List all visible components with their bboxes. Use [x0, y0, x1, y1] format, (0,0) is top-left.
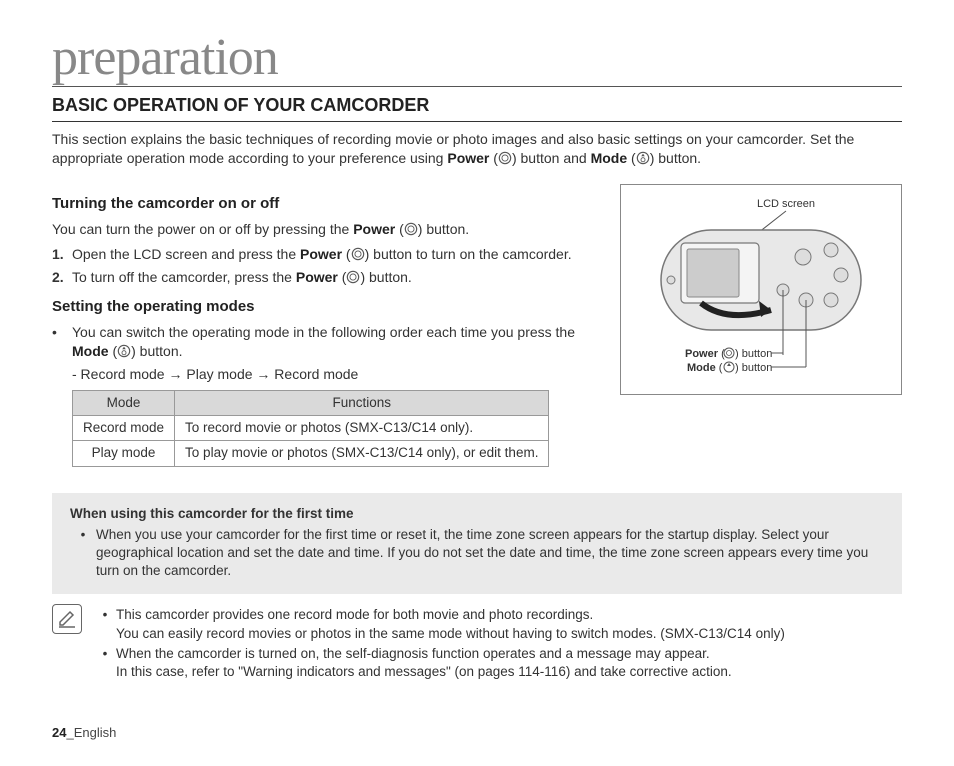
sub1-lead-post: button. — [422, 221, 469, 237]
step-2: 2. To turn off the camcorder, press the … — [52, 268, 600, 287]
left-column: Turning the camcorder on or off You can … — [52, 184, 600, 481]
camcorder-illustration: LCD screen — [631, 195, 891, 375]
power-icon — [351, 247, 365, 261]
subheading-turning-on-off: Turning the camcorder on or off — [52, 194, 600, 214]
bullet1-post: button. — [136, 343, 183, 359]
step-text: Open the LCD screen and press the Power … — [72, 245, 600, 264]
table-row: Record mode To record movie or photos (S… — [73, 416, 549, 441]
bullet1-mode: Mode — [72, 343, 109, 359]
intro-text-3: button. — [654, 150, 701, 166]
svg-text:) button: ) button — [735, 348, 772, 360]
lcd-label: LCD screen — [757, 198, 815, 210]
td-mode: Play mode — [73, 441, 175, 466]
footer-lang: English — [74, 725, 117, 740]
notes-list: • This camcorder provides one record mod… — [94, 604, 785, 683]
diagram-power-post: button — [739, 348, 773, 360]
bullet1-pre: You can switch the operating mode in the… — [72, 324, 575, 340]
step1-pre: Open the LCD screen and press the — [72, 246, 300, 262]
table-row: Play mode To play movie or photos (SMX-C… — [73, 441, 549, 466]
note-item: • This camcorder provides one record mod… — [94, 606, 785, 642]
page-footer: 24_English — [52, 724, 116, 742]
step1-power: Power — [300, 246, 342, 262]
step-1: 1. Open the LCD screen and press the Pow… — [52, 245, 600, 264]
diagram-power-label: Power — [685, 348, 719, 360]
th-mode: Mode — [73, 390, 175, 415]
th-functions: Functions — [175, 390, 549, 415]
first-time-callout: When using this camcorder for the first … — [52, 493, 902, 595]
power-icon — [498, 151, 512, 165]
step-number: 2. — [52, 268, 72, 287]
bullet-dot: • — [52, 323, 72, 361]
sub1-lead-power: Power — [353, 221, 395, 237]
svg-text:Mode (: Mode ( — [687, 362, 723, 374]
step2-post: button. — [365, 269, 412, 285]
modes-table: Mode Functions Record mode To record mov… — [72, 390, 549, 467]
td-function: To record movie or photos (SMX-C13/C14 o… — [175, 416, 549, 441]
bullet-mode-switch: • You can switch the operating mode in t… — [52, 323, 600, 361]
note-line2: You can easily record movies or photos i… — [116, 626, 785, 641]
subheading-operating-modes: Setting the operating modes — [52, 297, 600, 317]
note-text: When the camcorder is turned on, the sel… — [116, 645, 785, 681]
pencil-note-icon — [56, 608, 78, 630]
note-icon — [52, 604, 82, 634]
intro-text-2: button and — [517, 150, 591, 166]
power-icon — [346, 270, 360, 284]
svg-text:Power (: Power ( — [685, 348, 725, 360]
intro-mode-label: Mode — [591, 150, 628, 166]
bullet-text: You can switch the operating mode in the… — [72, 323, 600, 361]
td-mode: Record mode — [73, 416, 175, 441]
camcorder-diagram: LCD screen — [620, 184, 902, 395]
intro-paragraph: This section explains the basic techniqu… — [52, 130, 902, 168]
footer-sep: _ — [66, 725, 73, 740]
intro-power-label: Power — [447, 150, 489, 166]
td-function: To play movie or photos (SMX-C13/C14 onl… — [175, 441, 549, 466]
step2-pre: To turn off the camcorder, press the — [72, 269, 296, 285]
bullet-dot: • — [94, 606, 116, 642]
callout-item: • When you use your camcorder for the fi… — [70, 526, 884, 581]
notes-block: • This camcorder provides one record mod… — [52, 604, 902, 683]
step2-power: Power — [296, 269, 338, 285]
bullet-dot: • — [70, 526, 96, 581]
diagram-mode-label: Mode — [687, 362, 716, 374]
section-title: BASIC OPERATION OF YOUR CAMCORDER — [52, 93, 902, 122]
mode-icon — [636, 151, 650, 165]
mode-sequence: - Record mode → Play mode → Record mode — [52, 365, 600, 384]
callout-text: When you use your camcorder for the firs… — [96, 526, 884, 581]
diagram-mode-post: button — [739, 362, 773, 374]
step1-post: button to turn on the camcorder. — [369, 246, 571, 262]
note-item: • When the camcorder is turned on, the s… — [94, 645, 785, 681]
bullet-dot: • — [94, 645, 116, 681]
sub1-lead-pre: You can turn the power on or off by pres… — [52, 221, 353, 237]
chapter-title: preparation — [52, 32, 902, 87]
step-number: 1. — [52, 245, 72, 264]
power-icon — [404, 222, 418, 236]
mode-icon — [117, 344, 131, 358]
svg-text:) button: ) button — [735, 362, 772, 374]
callout-title: When using this camcorder for the first … — [70, 505, 884, 523]
note-line2: In this case, refer to "Warning indicato… — [116, 664, 732, 679]
note-line1: This camcorder provides one record mode … — [116, 607, 593, 622]
note-line1: When the camcorder is turned on, the sel… — [116, 646, 710, 661]
step-text: To turn off the camcorder, press the Pow… — [72, 268, 600, 287]
note-text: This camcorder provides one record mode … — [116, 606, 785, 642]
right-column: LCD screen — [620, 184, 902, 395]
page-number: 24 — [52, 725, 66, 740]
sub1-lead: You can turn the power on or off by pres… — [52, 220, 600, 239]
